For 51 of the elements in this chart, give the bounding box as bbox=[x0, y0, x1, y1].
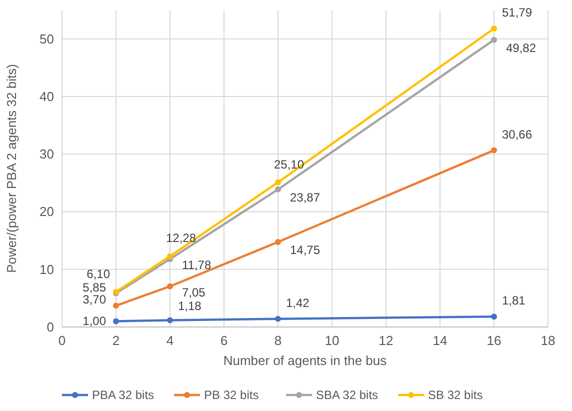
x-tick-label: 14 bbox=[432, 333, 448, 348]
x-tick-label: 12 bbox=[378, 333, 394, 348]
legend-label: SBA 32 bits bbox=[316, 388, 378, 402]
y-tick-label: 20 bbox=[40, 204, 54, 220]
point bbox=[275, 179, 281, 186]
point bbox=[113, 302, 119, 309]
data-label: 7,05 bbox=[182, 285, 206, 300]
data-label: 6,10 bbox=[86, 266, 110, 281]
y-tick-label: 50 bbox=[40, 31, 54, 46]
data-label: 51,79 bbox=[502, 6, 532, 20]
point bbox=[491, 26, 497, 32]
y-tick-label: 40 bbox=[40, 88, 54, 104]
x-tick-label: 18 bbox=[540, 333, 556, 348]
data-label: 23,87 bbox=[290, 190, 320, 204]
data-label: 12,28 bbox=[166, 231, 196, 246]
point bbox=[491, 314, 497, 320]
data-label: 3,70 bbox=[82, 292, 106, 307]
legend-label: PBA 32 bits bbox=[92, 388, 154, 402]
point bbox=[167, 253, 173, 260]
data-label: 30,66 bbox=[502, 127, 532, 142]
data-label: 1,00 bbox=[82, 314, 106, 328]
point bbox=[275, 238, 281, 245]
y-tick-label: 0 bbox=[46, 320, 54, 334]
point bbox=[167, 317, 173, 324]
point bbox=[491, 147, 497, 154]
x-tick-label: 4 bbox=[166, 333, 174, 348]
x-tick-label: 16 bbox=[486, 333, 502, 348]
data-label: 1,81 bbox=[502, 294, 526, 308]
x-tick-label: 0 bbox=[58, 333, 66, 348]
x-tick-label: 6 bbox=[220, 333, 228, 348]
data-label: 1,18 bbox=[178, 299, 202, 314]
point bbox=[167, 283, 173, 290]
data-label: 5,85 bbox=[82, 280, 106, 294]
x-tick-label: 2 bbox=[112, 333, 120, 348]
point bbox=[275, 186, 281, 192]
x-axis-title: Number of agents in the bus bbox=[223, 353, 388, 368]
data-label: 49,82 bbox=[506, 40, 536, 55]
y-tick-label: 10 bbox=[40, 262, 54, 277]
x-tick-label: 8 bbox=[274, 333, 282, 348]
point bbox=[275, 316, 281, 322]
data-label: 25,10 bbox=[274, 157, 304, 172]
data-label: 14,75 bbox=[290, 242, 320, 257]
data-label: 1,42 bbox=[286, 296, 310, 310]
data-label: 11,78 bbox=[182, 258, 212, 272]
y-tick-label: 30 bbox=[40, 146, 54, 162]
legend-label: PB 32 bits bbox=[204, 388, 259, 402]
legend-label: SB 32 bits bbox=[428, 388, 483, 402]
x-tick-label: 10 bbox=[324, 333, 340, 348]
point bbox=[491, 36, 497, 43]
y-axis-title: Power/(power PBA 2 agents 32 bits) bbox=[4, 64, 19, 273]
point bbox=[113, 318, 119, 324]
